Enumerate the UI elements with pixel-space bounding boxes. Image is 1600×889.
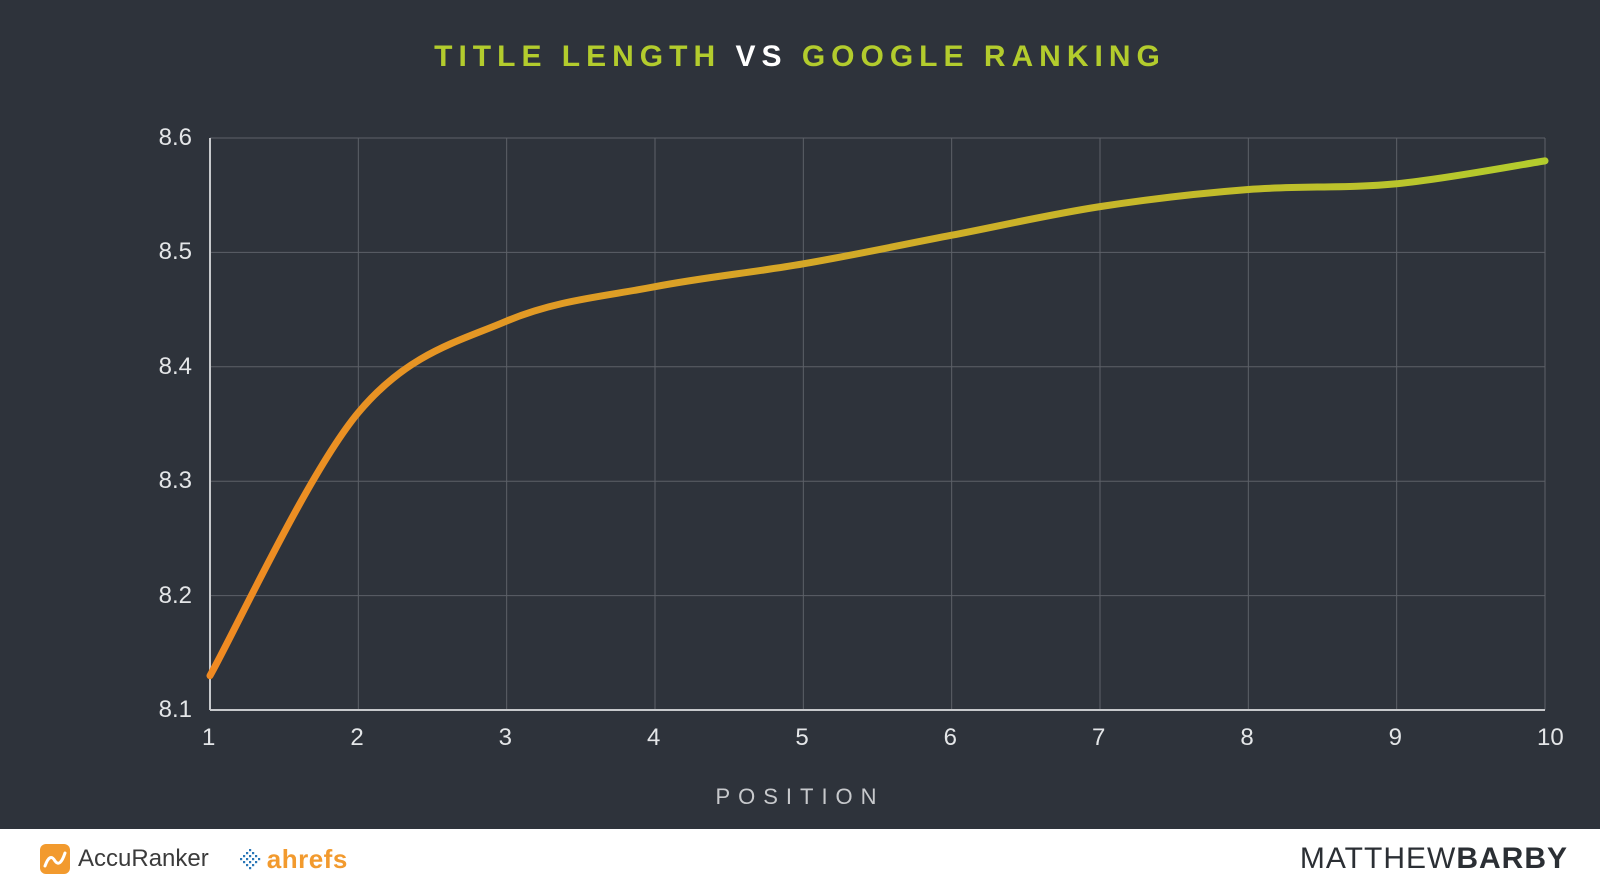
ahrefs-label: ahrefs	[267, 844, 348, 875]
accuranker-logo: AccuRanker	[40, 844, 209, 874]
ahrefs-icon	[237, 847, 261, 871]
chart-title-part: VS	[721, 40, 802, 73]
y-tick-label: 8.1	[159, 696, 192, 724]
chart-title-part: TITLE LENGTH	[434, 40, 721, 73]
accuranker-label: AccuRanker	[78, 845, 209, 873]
matthewbarby-logo: MATTHEWBARBY	[1300, 842, 1568, 876]
y-tick-label: 8.6	[159, 124, 192, 152]
matthewbarby-thin: MATTHEW	[1300, 842, 1456, 875]
x-tick-label: 2	[350, 724, 363, 752]
chart-panel: TITLE LENGTH VS GOOGLE RANKING POSITION …	[0, 0, 1600, 829]
x-tick-label: 1	[202, 724, 215, 752]
x-tick-label: 4	[647, 724, 660, 752]
ahrefs-logo: ahrefs	[237, 844, 348, 875]
x-axis-label: POSITION	[0, 784, 1600, 810]
chart-svg	[0, 0, 1600, 829]
footer-bar: AccuRanker ahrefs MATTHEWBARBY	[0, 829, 1600, 889]
footer-left: AccuRanker ahrefs	[40, 844, 348, 875]
x-tick-label: 5	[795, 724, 808, 752]
x-tick-label: 6	[944, 724, 957, 752]
y-tick-label: 8.4	[159, 353, 192, 381]
chart-title: TITLE LENGTH VS GOOGLE RANKING	[0, 40, 1600, 74]
x-tick-label: 3	[499, 724, 512, 752]
x-tick-label: 10	[1537, 724, 1564, 752]
matthewbarby-bold: BARBY	[1456, 842, 1568, 875]
y-tick-label: 8.5	[159, 238, 192, 266]
chart-title-part: GOOGLE RANKING	[802, 40, 1166, 73]
x-tick-label: 9	[1389, 724, 1402, 752]
x-tick-label: 8	[1240, 724, 1253, 752]
accuranker-icon	[40, 844, 70, 874]
y-tick-label: 8.3	[159, 467, 192, 495]
x-tick-label: 7	[1092, 724, 1105, 752]
y-tick-label: 8.2	[159, 582, 192, 610]
